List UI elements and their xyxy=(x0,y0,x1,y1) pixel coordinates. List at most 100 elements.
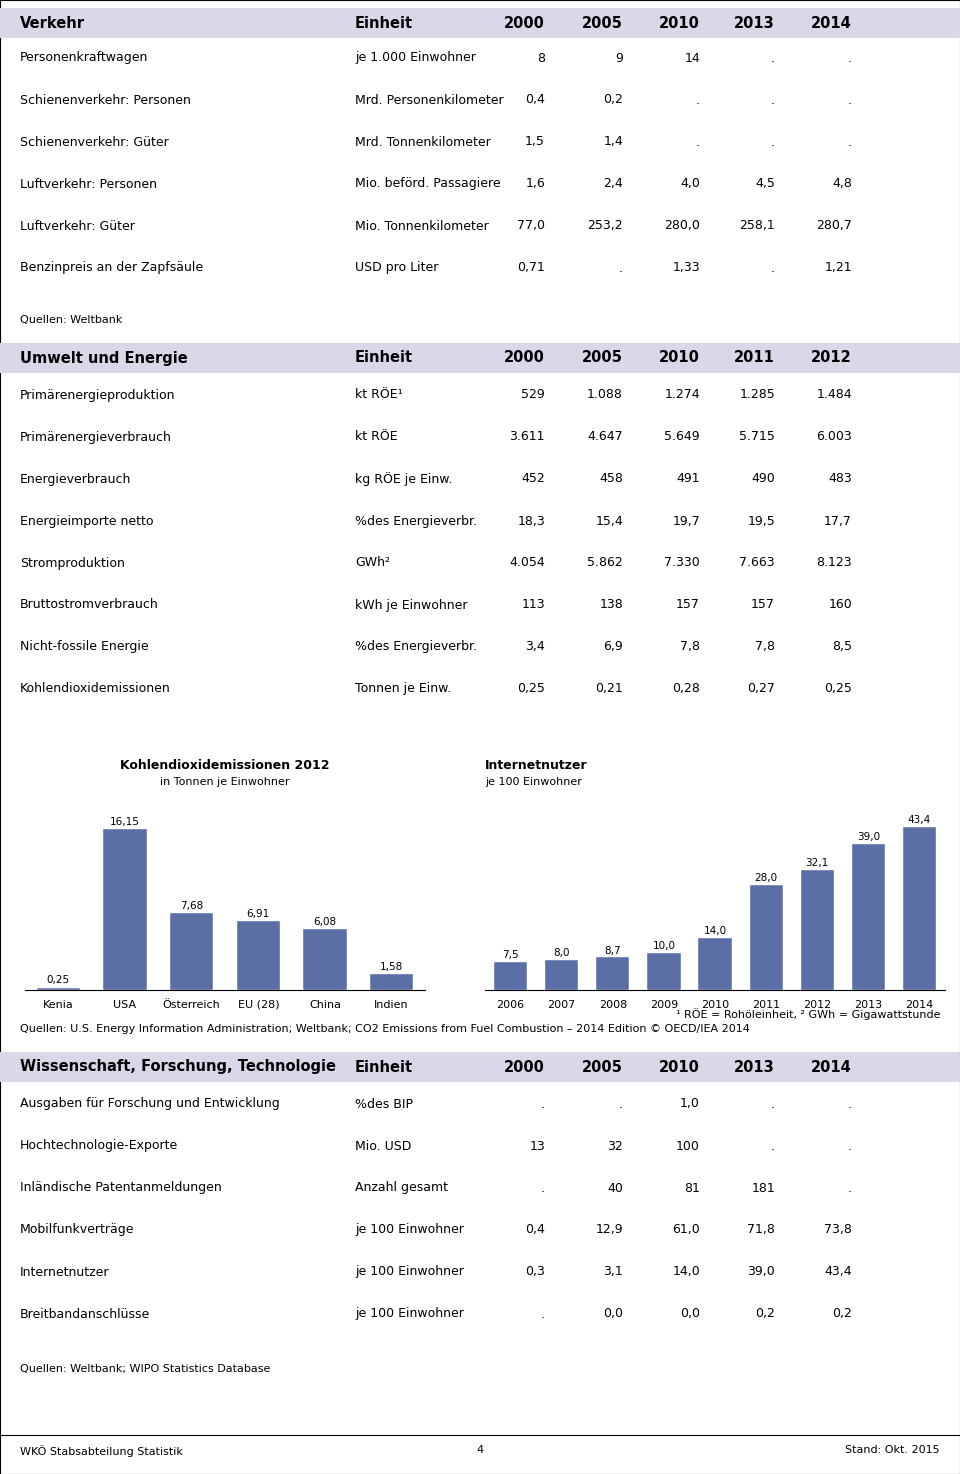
Text: 14,0: 14,0 xyxy=(704,926,727,936)
Bar xyxy=(852,843,885,991)
Text: .: . xyxy=(541,1098,545,1110)
Text: .: . xyxy=(848,1182,852,1194)
Text: 1.285: 1.285 xyxy=(739,389,775,401)
Text: 491: 491 xyxy=(677,473,700,485)
Text: 1,58: 1,58 xyxy=(380,963,403,973)
Text: .: . xyxy=(771,1139,775,1153)
Text: 458: 458 xyxy=(599,473,623,485)
Text: .: . xyxy=(541,1307,545,1321)
Text: %des Energieverbr.: %des Energieverbr. xyxy=(355,641,477,653)
Text: 2012: 2012 xyxy=(811,351,852,366)
Text: 43,4: 43,4 xyxy=(825,1266,852,1278)
Text: Tonnen je Einw.: Tonnen je Einw. xyxy=(355,682,451,696)
Text: 138: 138 xyxy=(599,598,623,612)
Text: .: . xyxy=(771,52,775,65)
Text: 2000: 2000 xyxy=(504,16,545,31)
Bar xyxy=(750,884,782,991)
Text: 8,5: 8,5 xyxy=(832,641,852,653)
Text: .: . xyxy=(541,1182,545,1194)
Text: .: . xyxy=(771,93,775,106)
Text: 2014: 2014 xyxy=(811,1060,852,1075)
Text: 1,4: 1,4 xyxy=(603,136,623,149)
Text: 157: 157 xyxy=(751,598,775,612)
Text: 2000: 2000 xyxy=(504,1060,545,1075)
Text: 160: 160 xyxy=(828,598,852,612)
Text: 280,0: 280,0 xyxy=(664,220,700,233)
Text: 12,9: 12,9 xyxy=(595,1223,623,1237)
Bar xyxy=(170,914,213,991)
Text: .: . xyxy=(696,93,700,106)
Text: 8: 8 xyxy=(537,52,545,65)
Text: .: . xyxy=(696,136,700,149)
Text: 7,8: 7,8 xyxy=(680,641,700,653)
Text: 113: 113 xyxy=(521,598,545,612)
Bar xyxy=(902,827,936,991)
Text: Kohlendioxidemissionen: Kohlendioxidemissionen xyxy=(20,682,171,696)
Text: Mrd. Personenkilometer: Mrd. Personenkilometer xyxy=(355,93,504,106)
Text: 0,0: 0,0 xyxy=(603,1307,623,1321)
Text: Stand: Okt. 2015: Stand: Okt. 2015 xyxy=(846,1445,940,1455)
Text: 0,3: 0,3 xyxy=(525,1266,545,1278)
Text: 3,4: 3,4 xyxy=(525,641,545,653)
Text: 1,33: 1,33 xyxy=(672,261,700,274)
Bar xyxy=(36,988,80,991)
Text: 13: 13 xyxy=(529,1139,545,1153)
Text: %des Energieverbr.: %des Energieverbr. xyxy=(355,514,477,528)
Text: 14,0: 14,0 xyxy=(672,1266,700,1278)
Text: 529: 529 xyxy=(521,389,545,401)
Text: %des BIP: %des BIP xyxy=(355,1098,413,1110)
Text: Quellen: Weltbank; WIPO Statistics Database: Quellen: Weltbank; WIPO Statistics Datab… xyxy=(20,1363,271,1374)
Text: .: . xyxy=(848,136,852,149)
Text: 4.054: 4.054 xyxy=(509,557,545,569)
Text: 4.647: 4.647 xyxy=(588,430,623,444)
Text: 253,2: 253,2 xyxy=(588,220,623,233)
Text: 32,1: 32,1 xyxy=(805,858,828,868)
Text: 2014: 2014 xyxy=(811,16,852,31)
Text: 6,08: 6,08 xyxy=(313,917,337,927)
Text: Schienenverkehr: Güter: Schienenverkehr: Güter xyxy=(20,136,169,149)
Text: 28,0: 28,0 xyxy=(755,873,778,883)
Text: je 100 Einwohner: je 100 Einwohner xyxy=(355,1307,464,1321)
Text: 39,0: 39,0 xyxy=(856,831,880,842)
Text: 0,25: 0,25 xyxy=(47,976,70,986)
Text: 16,15: 16,15 xyxy=(110,817,140,827)
Text: je 100 Einwohner: je 100 Einwohner xyxy=(485,777,582,787)
Text: Stromproduktion: Stromproduktion xyxy=(20,557,125,569)
Text: 2005: 2005 xyxy=(582,1060,623,1075)
Text: 2010: 2010 xyxy=(660,16,700,31)
Text: 0,0: 0,0 xyxy=(680,1307,700,1321)
Text: Luftverkehr: Personen: Luftverkehr: Personen xyxy=(20,177,157,190)
Text: 15,4: 15,4 xyxy=(595,514,623,528)
Text: 2,4: 2,4 xyxy=(603,177,623,190)
Text: Wissenschaft, Forschung, Technologie: Wissenschaft, Forschung, Technologie xyxy=(20,1060,336,1075)
Text: 0,25: 0,25 xyxy=(824,682,852,696)
Text: 2011: 2011 xyxy=(734,351,775,366)
Text: .: . xyxy=(848,1098,852,1110)
Text: 7,5: 7,5 xyxy=(502,951,518,960)
Text: .: . xyxy=(771,136,775,149)
Text: 6.003: 6.003 xyxy=(816,430,852,444)
Text: .: . xyxy=(619,1098,623,1110)
Text: 73,8: 73,8 xyxy=(824,1223,852,1237)
Text: Quellen: U.S. Energy Information Administration; Weltbank; CO2 Emissions from Fu: Quellen: U.S. Energy Information Adminis… xyxy=(20,1024,750,1033)
Text: 157: 157 xyxy=(676,598,700,612)
Text: Breitbandanschlüsse: Breitbandanschlüsse xyxy=(20,1307,151,1321)
Text: Quellen: Weltbank: Quellen: Weltbank xyxy=(20,315,122,324)
Text: 258,1: 258,1 xyxy=(739,220,775,233)
Text: 1.088: 1.088 xyxy=(588,389,623,401)
Text: Ausgaben für Forschung und Entwicklung: Ausgaben für Forschung und Entwicklung xyxy=(20,1098,279,1110)
Text: Nicht-fossile Energie: Nicht-fossile Energie xyxy=(20,641,149,653)
Text: 8.123: 8.123 xyxy=(816,557,852,569)
Text: Einheit: Einheit xyxy=(355,1060,413,1075)
Bar xyxy=(370,974,414,991)
Text: 6,91: 6,91 xyxy=(247,909,270,918)
Text: kt RÖE: kt RÖE xyxy=(355,430,397,444)
Text: Mrd. Tonnenkilometer: Mrd. Tonnenkilometer xyxy=(355,136,491,149)
Text: 1.274: 1.274 xyxy=(664,389,700,401)
Text: 0,2: 0,2 xyxy=(756,1307,775,1321)
Text: kWh je Einwohner: kWh je Einwohner xyxy=(355,598,468,612)
Text: 77,0: 77,0 xyxy=(517,220,545,233)
Text: Mobilfunkverträge: Mobilfunkverträge xyxy=(20,1223,134,1237)
Text: 4,8: 4,8 xyxy=(832,177,852,190)
Text: 3.611: 3.611 xyxy=(510,430,545,444)
